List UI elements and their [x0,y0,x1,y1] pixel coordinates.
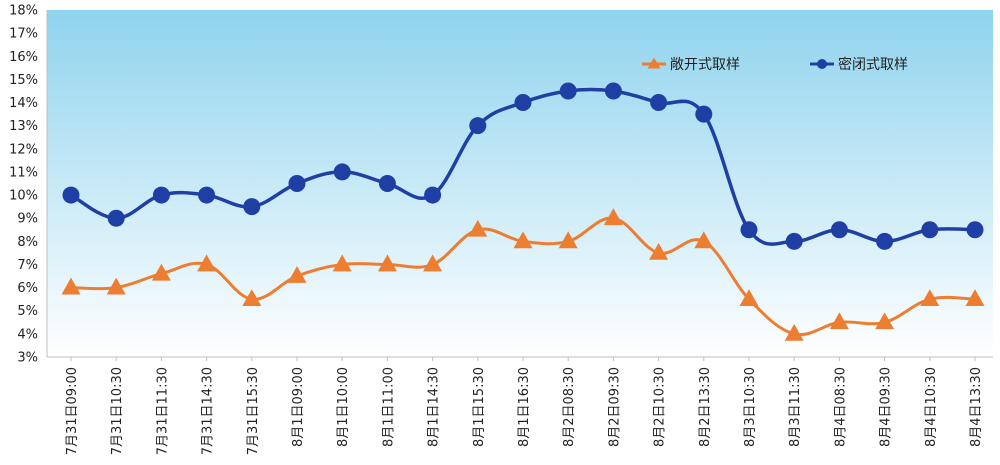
x-tick-label: 8月3日10:30 [743,367,758,447]
x-tick-label: 8月2日10:30 [653,367,668,447]
data-point-closed-sampling [288,175,306,192]
data-point-open-sampling [875,312,895,330]
y-tick-label: 18% [9,4,38,19]
data-point-open-sampling [468,219,488,237]
data-point-open-sampling [920,289,940,307]
x-tick-label: 8月1日14:30 [427,367,442,447]
plot-area [47,10,993,357]
data-point-closed-sampling [62,186,80,204]
y-tick-label: 5% [17,304,38,319]
data-point-closed-sampling [198,186,216,204]
x-tick-label: 8月4日13:30 [969,367,984,447]
y-tick-label: 11% [9,165,38,180]
x-tick-label: 8月3日11:30 [788,367,803,447]
data-point-closed-sampling [876,232,894,250]
y-tick-label: 12% [9,142,38,157]
x-tick-label: 8月2日09:30 [607,367,622,447]
y-tick-label: 3% [17,351,38,366]
data-point-closed-sampling [650,94,668,112]
y-tick-label: 9% [17,212,38,227]
data-point-closed-sampling [107,209,125,227]
data-point-open-sampling [106,277,126,295]
data-point-closed-sampling [966,221,984,239]
x-tick-label: 8月1日15:30 [472,367,487,447]
data-point-open-sampling [739,289,759,307]
x-axis: 7月31日09:00 7月31日10:30 7月31日11:30 7月31日14:30… [47,356,993,455]
data-point-open-sampling [784,323,804,341]
y-tick-label: 14% [9,96,38,111]
data-point-open-sampling [558,231,578,249]
data-point-closed-sampling [830,221,848,239]
data-point-closed-sampling [378,175,396,192]
data-point-closed-sampling [695,105,713,123]
x-tick-label: 8月4日10:30 [924,367,939,447]
y-tick-label: 4% [17,327,38,342]
x-tick-label: 8月2日13:30 [698,367,713,447]
data-point-open-sampling [151,263,171,281]
data-point-open-sampling [513,231,533,249]
x-tick-label: 8月1日11:00 [381,367,396,447]
x-tick-label: 7月31日14:30 [201,367,216,455]
data-point-closed-sampling [740,221,758,239]
data-point-open-sampling [242,289,262,307]
x-tick-label: 8月1日09:00 [291,367,306,447]
y-tick-label: 16% [9,50,38,65]
x-tick-label: 8月4日09:30 [879,367,894,447]
x-tick-label: 7月31日10:30 [110,367,125,455]
y-axis: 3% 4% 5% 6% 7% 8% 9% 10% 11% 12% 13% 14% 15% 16% 17% 18… [9,4,48,366]
data-point-open-sampling [829,312,849,330]
data-point-open-sampling [61,277,81,295]
y-tick-label: 15% [9,73,38,88]
data-point-closed-sampling [152,186,170,204]
data-point-open-sampling [332,254,352,272]
x-tick-label: 8月1日16:30 [517,367,532,447]
data-point-closed-sampling [604,82,622,100]
legend: 敞开式取样 密闭式取样 [642,56,908,73]
data-point-open-sampling [197,254,217,272]
legend-marker-closed-sampling [817,59,827,69]
y-tick-label: 17% [9,27,38,42]
data-point-closed-sampling [785,232,803,250]
x-tick-label: 8月4日08:30 [833,367,848,447]
data-point-closed-sampling [559,82,577,100]
data-point-closed-sampling [514,94,532,112]
y-tick-label: 10% [9,189,38,204]
data-point-closed-sampling [921,221,939,239]
legend-label-closed-sampling: 密闭式取样 [838,56,908,73]
x-tick-label: 7月31日15:30 [246,367,261,455]
legend-label-open-sampling: 敞开式取样 [670,57,740,73]
y-tick-label: 7% [17,258,38,273]
data-point-open-sampling [287,266,307,283]
y-tick-label: 8% [17,235,38,250]
x-tick-label: 7月31日09:00 [65,367,80,455]
data-point-open-sampling [603,208,623,226]
x-tick-label: 8月2日08:30 [562,367,577,447]
data-point-closed-sampling [333,163,351,181]
y-tick-label: 13% [9,119,38,134]
data-point-closed-sampling [424,186,442,204]
y-tick-label: 6% [17,281,38,296]
data-point-open-sampling [694,231,714,249]
x-tick-label: 7月31日11:30 [155,367,170,455]
legend-marker-open-sampling [647,57,661,69]
data-point-open-sampling [965,289,985,307]
data-point-open-sampling [423,254,443,272]
data-point-closed-sampling [243,198,261,216]
series-layer [61,82,985,341]
data-point-open-sampling [649,242,669,260]
data-point-open-sampling [377,254,397,272]
x-tick-label: 8月1日10:00 [336,367,351,447]
data-point-closed-sampling [469,117,487,135]
